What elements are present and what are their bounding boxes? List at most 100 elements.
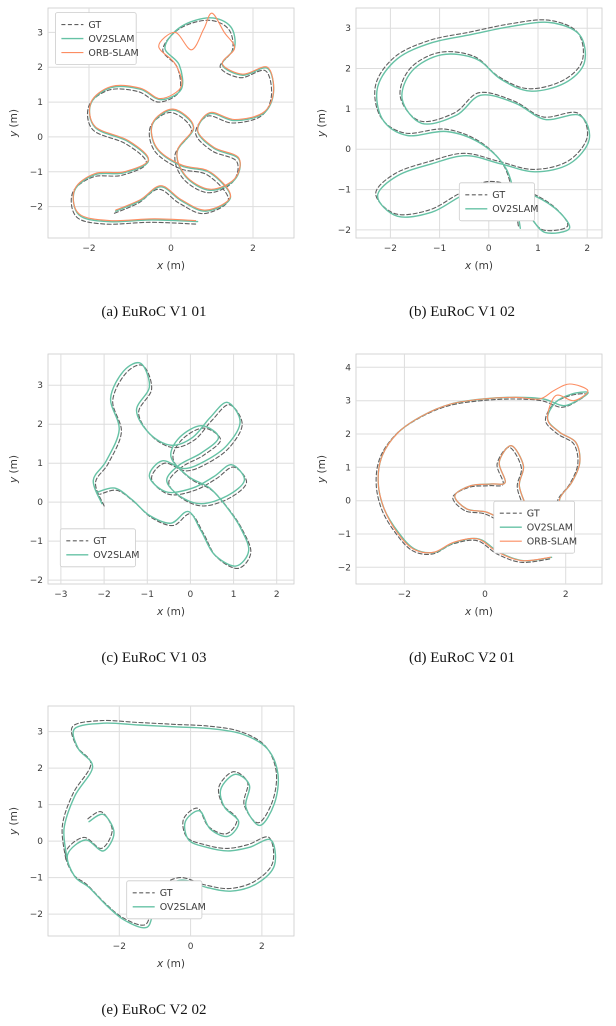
x-tick-label: 2 <box>274 590 280 600</box>
series-ov2slam <box>72 17 275 223</box>
y-axis-label: y (m) <box>8 109 20 138</box>
subfigure-caption-b: (b) EuRoC V1 02 <box>409 304 515 320</box>
y-tick-label: −2 <box>338 563 351 573</box>
x-tick-label: 1 <box>231 590 237 600</box>
subfigure-e: −2 0 2 −2 −1 0 1 2 3 x (m) y (m) GT OV2SLAM (e) EuRo… <box>0 700 308 1019</box>
legend-label: GT <box>160 888 173 899</box>
y-axis-label: y (m) <box>316 455 328 484</box>
legend-label: GT <box>93 536 106 547</box>
y-tick-label: 0 <box>37 837 43 847</box>
legend-label: OV2SLAM <box>160 902 206 913</box>
y-tick-label: 0 <box>345 497 351 507</box>
x-axis-label: x (m) <box>156 606 185 618</box>
trajectory-plot-euroc-v1-03: −3 −2 −1 0 1 2 −2 −1 0 1 2 3 x (m) y (m) GT OV2SLAM <box>8 353 295 618</box>
x-tick-label: 2 <box>259 942 265 952</box>
series-gt <box>375 393 587 563</box>
y-tick-label: −1 <box>30 168 43 178</box>
x-tick-label: −2 <box>97 590 110 600</box>
x-axis-label: x (m) <box>156 958 185 970</box>
legend-box <box>59 528 136 568</box>
series-ov2slam <box>63 722 280 929</box>
x-tick-label: −2 <box>113 942 126 952</box>
subfigure-caption-e: (e) EuRoC V2 02 <box>101 1002 207 1018</box>
x-tick-label: 0 <box>482 590 488 600</box>
y-axis-label: y (m) <box>8 455 20 484</box>
y-tick-label: 2 <box>345 65 351 75</box>
subfigure-d: −2 0 2 −2 −1 0 1 2 3 4 x (m) y (m) GT OV2SLAM ORB-SLAM… <box>308 348 616 700</box>
subfigure-b: −2 −1 0 1 2 −2 −1 0 1 2 3 x (m) y (m) GT OV2SLAM (b) E… <box>308 2 616 348</box>
x-tick-label: 0 <box>486 244 492 254</box>
y-tick-label: 1 <box>37 459 43 469</box>
x-axis-label: x (m) <box>156 260 185 272</box>
y-tick-label: 1 <box>345 105 351 115</box>
y-tick-label: −1 <box>30 537 43 547</box>
x-tick-label: −2 <box>384 244 397 254</box>
legend-label: GT <box>527 508 540 519</box>
x-tick-label: 2 <box>584 244 590 254</box>
y-tick-label: 0 <box>37 133 43 143</box>
y-tick-label: 2 <box>37 420 43 430</box>
y-tick-label: 0 <box>345 145 351 155</box>
x-tick-label: 0 <box>168 244 174 254</box>
y-tick-label: −1 <box>338 530 351 540</box>
y-tick-label: 1 <box>37 98 43 108</box>
subfigure-c: −3 −2 −1 0 1 2 −2 −1 0 1 2 3 x (m) y (m) GT OV2SLAM (c)… <box>0 348 308 700</box>
legend-box <box>55 12 137 66</box>
series-gt <box>70 19 273 225</box>
y-tick-label: −2 <box>338 226 351 236</box>
subfigure-caption-a: (a) EuRoC V1 01 <box>101 304 207 320</box>
y-tick-label: 0 <box>37 498 43 508</box>
series-orb-slam <box>72 12 275 222</box>
x-tick-label: 0 <box>188 590 194 600</box>
series-gt <box>374 19 589 232</box>
y-tick-label: −2 <box>30 910 43 920</box>
y-tick-label: 2 <box>345 430 351 440</box>
legend: GT OV2SLAM <box>126 880 206 920</box>
x-tick-label: −1 <box>141 590 154 600</box>
y-axis-label: y (m) <box>316 109 328 138</box>
legend-label: ORB-SLAM <box>88 48 138 59</box>
legend-label: ORB-SLAM <box>527 536 577 547</box>
x-tick-label: −2 <box>398 590 411 600</box>
subfigure-caption-d: (d) EuRoC V2 01 <box>409 650 515 666</box>
legend: GT OV2SLAM ORB-SLAM <box>55 12 139 66</box>
legend: GT OV2SLAM <box>458 182 538 222</box>
legend-box <box>458 182 535 222</box>
y-axis-label: y (m) <box>8 807 20 836</box>
y-tick-label: 3 <box>37 381 43 391</box>
y-tick-label: 4 <box>345 363 351 373</box>
legend-box <box>126 880 203 920</box>
legend: GT OV2SLAM <box>59 528 139 568</box>
y-tick-label: 1 <box>345 463 351 473</box>
legend-box <box>493 500 576 554</box>
x-tick-label: −1 <box>433 244 446 254</box>
x-axis-label: x (m) <box>464 606 493 618</box>
legend-label: GT <box>492 190 505 201</box>
y-tick-label: −2 <box>30 576 43 586</box>
legend-label: OV2SLAM <box>88 34 134 45</box>
legend-label: OV2SLAM <box>527 522 573 533</box>
y-tick-label: −1 <box>338 186 351 196</box>
trajectory-plot-euroc-v1-02: −2 −1 0 1 2 −2 −1 0 1 2 3 x (m) y (m) GT OV2SLAM <box>316 7 603 272</box>
x-tick-label: 2 <box>563 590 569 600</box>
legend-label: OV2SLAM <box>93 550 139 561</box>
y-tick-label: −2 <box>30 203 43 213</box>
series-ov2slam <box>375 21 591 234</box>
y-tick-label: −1 <box>30 874 43 884</box>
x-tick-label: 2 <box>250 244 256 254</box>
x-axis-label: x (m) <box>464 260 493 272</box>
series-gt <box>94 364 252 569</box>
legend-label: OV2SLAM <box>492 204 538 215</box>
trajectory-plot-euroc-v1-01: −2 0 2 −2 −1 0 1 2 3 x (m) y (m) GT OV2SLAM ORB-SLAM <box>8 7 295 272</box>
x-tick-label: −2 <box>82 244 95 254</box>
y-tick-label: 3 <box>345 24 351 34</box>
x-tick-label: −3 <box>54 590 67 600</box>
trajectory-plot-euroc-v2-02: −2 0 2 −2 −1 0 1 2 3 x (m) y (m) GT OV2SLAM <box>8 705 295 970</box>
y-tick-label: 1 <box>37 801 43 811</box>
y-tick-label: 3 <box>37 28 43 38</box>
empty-grid-cell <box>308 700 616 1019</box>
x-tick-label: 0 <box>188 942 194 952</box>
y-tick-label: 3 <box>345 397 351 407</box>
